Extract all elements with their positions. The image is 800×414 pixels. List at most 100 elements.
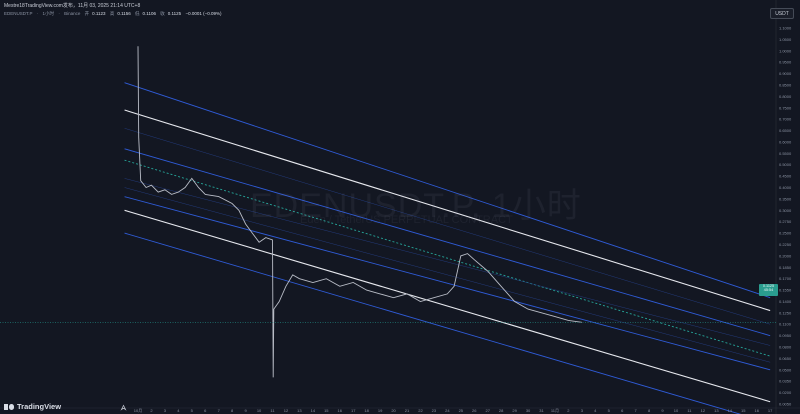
y-tick-label: 0.5500 — [779, 151, 792, 156]
y-tick-label: 1.1000 — [779, 26, 792, 31]
y-tick-label: 0.1250 — [779, 310, 792, 315]
y-tick-label: 0.1400 — [779, 299, 792, 304]
y-tick-label: 1.0000 — [779, 48, 792, 53]
y-tick-label: 0.4500 — [779, 174, 792, 179]
x-tick-label: 30 — [526, 408, 531, 413]
y-tick-label: 0.1100 — [779, 322, 792, 327]
x-tick-label: 21 — [405, 408, 410, 413]
x-tick-label: 6 — [621, 408, 624, 413]
tradingview-logo-icon — [4, 403, 14, 410]
x-tick-label: 4 — [177, 408, 180, 413]
bar-countdown: 45:54 — [763, 288, 774, 292]
open-label: 开 — [84, 11, 90, 16]
x-tick-label: 8 — [648, 408, 651, 413]
y-tick-label: 0.0800 — [779, 345, 792, 350]
x-tick-label: 26 — [472, 408, 477, 413]
x-tick-label: 7 — [635, 408, 638, 413]
x-tick-label: 29 — [512, 408, 517, 413]
y-tick-label: 0.2500 — [779, 231, 792, 236]
x-tick-label: 10月 — [134, 408, 142, 413]
symbol-name[interactable]: EDENUSDT.P — [4, 11, 33, 16]
x-tick-label: 2 — [567, 408, 570, 413]
x-tick-label: 9 — [244, 408, 247, 413]
x-tick-label: 25 — [459, 408, 464, 413]
channel-line-2[interactable] — [124, 148, 771, 337]
x-tick-label: 28 — [499, 408, 504, 413]
y-tick-label: 0.3500 — [779, 196, 792, 201]
y-tick-label: 0.7000 — [779, 117, 792, 122]
x-tick-label: 14 — [728, 408, 733, 413]
x-tick-label: 3 — [581, 408, 584, 413]
y-tick-label: 0.1850 — [779, 265, 792, 270]
x-tick-label: 10 — [257, 408, 262, 413]
y-tick-label: 0.0350 — [779, 379, 792, 384]
x-tick-label: 18 — [364, 408, 369, 413]
y-tick-label: 0.2250 — [779, 242, 792, 247]
logo-text: TradingView — [17, 402, 62, 411]
y-tick-label: 0.3000 — [779, 208, 792, 213]
symbol-legend: EDENUSDT.P · 1小时 · Binance 开 0.1123 高 0.11… — [4, 11, 222, 16]
y-tick-label: 0.8500 — [779, 82, 792, 87]
channel-line-4[interactable] — [124, 196, 771, 371]
last-price: 0.1125 — [762, 284, 775, 288]
y-tick-label: 0.8000 — [779, 94, 792, 99]
exchange: Binance — [64, 11, 81, 16]
x-tick-label: 24 — [445, 408, 450, 413]
x-tick-label: 20 — [391, 408, 396, 413]
y-tick-label: 0.0950 — [779, 333, 792, 338]
y-tick-label: 0.4000 — [779, 185, 792, 190]
x-tick-label: 12 — [284, 408, 289, 413]
y-tick-label: 0.0650 — [779, 356, 792, 361]
currency-button[interactable]: USDT — [770, 8, 794, 19]
x-tick-label: 15 — [324, 408, 329, 413]
x-tick-label: 5 — [608, 408, 611, 413]
x-tick-label: 22 — [418, 408, 423, 413]
x-tick-label: 13 — [297, 408, 302, 413]
y-tick-label: 0.9500 — [779, 60, 792, 65]
change-value: −0.0001 (−0.09%) — [185, 11, 222, 16]
x-tick-label: 16 — [338, 408, 343, 413]
x-tick-label: 7 — [218, 408, 221, 413]
channel-inner-line-2 — [124, 187, 771, 363]
watermark-symbol: EDENUSDT.P, 1小时 — [250, 187, 582, 225]
channel-inner-line-1 — [124, 178, 771, 346]
y-tick-label: 1.0500 — [779, 37, 792, 42]
y-tick-label: 0.1550 — [779, 288, 792, 293]
x-tick-label: 4 — [594, 408, 597, 413]
channel-line-3[interactable] — [124, 159, 771, 357]
watermark-description: Eden / TetherUS PERPETUAL CONTRACT — [300, 214, 513, 226]
y-tick-label: 0.7500 — [779, 105, 792, 110]
low-value: 0.1106 — [142, 11, 156, 16]
channel-line-5[interactable] — [124, 209, 771, 403]
x-tick-label: 8 — [231, 408, 234, 413]
x-tick-label: 6 — [204, 408, 207, 413]
channel-line-1[interactable] — [124, 109, 771, 312]
y-tick-label: 0.0500 — [779, 367, 792, 372]
x-tick-label: 13 — [714, 408, 719, 413]
x-tick-label: 19 — [378, 408, 383, 413]
x-tick-label: 10 — [674, 408, 679, 413]
x-tick-label: 5 — [191, 408, 194, 413]
low-label: 低 — [135, 11, 140, 16]
y-tick-label: 0.6500 — [779, 128, 792, 133]
close-value: 0.1125 — [167, 11, 182, 16]
x-tick-label: 17 — [351, 408, 356, 413]
y-tick-label: 0.5000 — [779, 162, 792, 167]
close-label: 收 — [160, 11, 165, 16]
channel-line-0[interactable] — [124, 82, 771, 299]
channel-line-6[interactable] — [124, 232, 771, 414]
y-tick-label: 0.6000 — [779, 139, 792, 144]
x-tick-label: 12 — [701, 408, 706, 413]
x-tick-label: 11 — [270, 408, 275, 413]
y-tick-label: 0.0200 — [779, 390, 792, 395]
publisher: Mestre18 — [4, 3, 25, 9]
x-tick-label: 16 — [754, 408, 759, 413]
x-tick-label: 14 — [311, 408, 316, 413]
y-tick-label: 0.2000 — [779, 253, 792, 258]
x-tick-label: 9 — [661, 408, 664, 413]
price-series-line[interactable] — [137, 46, 582, 378]
last-price-label: 0.1125 45:54 — [759, 284, 778, 296]
rocket-icon[interactable] — [120, 404, 127, 411]
interval[interactable]: 1小时 — [42, 11, 55, 16]
